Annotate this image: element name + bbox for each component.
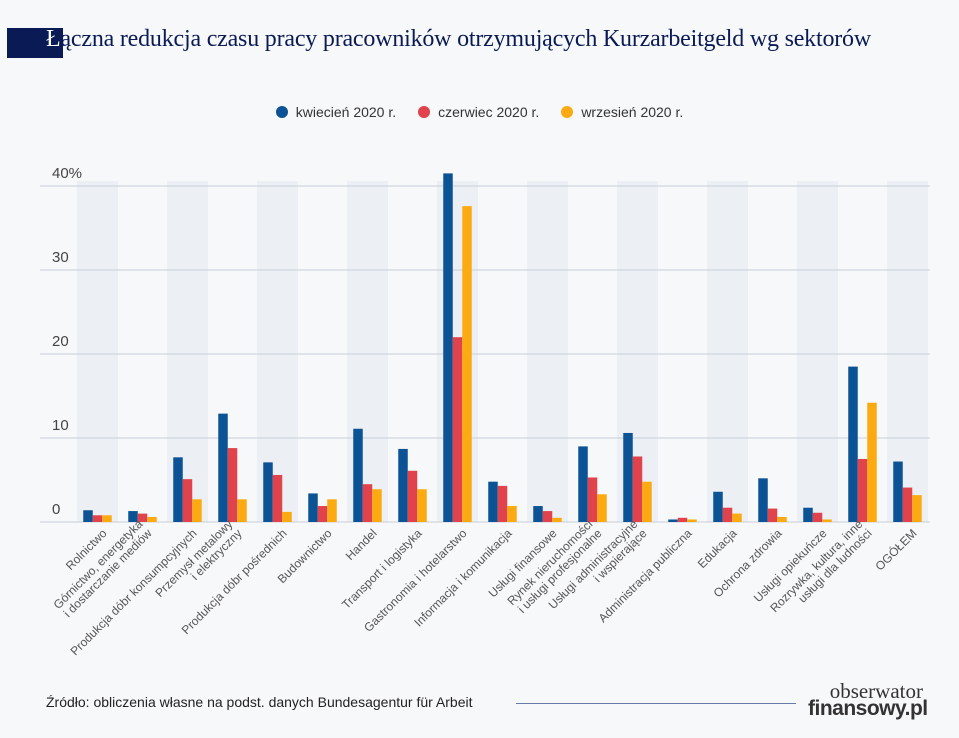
- bar: [272, 474, 283, 522]
- category-band: [347, 181, 388, 522]
- bar: [677, 517, 688, 522]
- legend-label: kwiecień 2020 r.: [295, 104, 397, 120]
- logo: obserwator finansowy.pl: [808, 679, 928, 720]
- bar: [92, 515, 103, 522]
- bar: [362, 484, 373, 522]
- y-tick-label: 10: [52, 417, 69, 434]
- bar: [848, 366, 858, 522]
- bar: [488, 481, 498, 522]
- category-band: [77, 181, 118, 522]
- x-tick-label-line: Handel: [343, 526, 380, 563]
- bar: [83, 510, 93, 522]
- bar: [137, 513, 148, 522]
- legend-label: czerwiec 2020 r.: [438, 104, 540, 120]
- title-initial: Ł: [46, 26, 61, 52]
- bar: [822, 519, 832, 522]
- source-note: Źródło: obliczenia własne na podst. dany…: [46, 694, 473, 710]
- category-band: [167, 181, 208, 522]
- category-band: [797, 181, 838, 522]
- bar: [227, 448, 238, 522]
- bar: [372, 489, 382, 522]
- legend-marker: [418, 106, 431, 118]
- x-tick-label-line: Transport i logistyka: [339, 526, 425, 612]
- bar: [282, 511, 292, 522]
- bar: [767, 508, 778, 522]
- bar: [182, 479, 193, 522]
- bar: [417, 489, 427, 522]
- bar: [578, 446, 588, 522]
- bar: [147, 516, 157, 522]
- bar: [732, 513, 742, 522]
- legend-item: wrzesień 2020 r.: [561, 104, 683, 120]
- legend-marker: [561, 106, 574, 118]
- y-tick-label: 0: [52, 501, 60, 518]
- y-tick-label: 40%: [52, 165, 82, 182]
- bar: [867, 402, 877, 522]
- bar: [237, 499, 247, 522]
- legend-label: wrzesień 2020 r.: [581, 104, 684, 120]
- title-accent-block: [7, 28, 63, 58]
- title-text: ączna redukcja czasu pracy pracowników o…: [60, 26, 871, 52]
- legend-item: czerwiec 2020 r.: [418, 104, 539, 120]
- footer-divider: [516, 703, 796, 704]
- bar: [263, 462, 273, 522]
- category-band: [887, 181, 928, 522]
- bar: [507, 506, 517, 522]
- bar: [128, 511, 138, 522]
- bar: [353, 428, 363, 522]
- bar: [623, 432, 633, 522]
- chart-title: Łączna redukcja czasu pracy pracowników …: [46, 26, 871, 53]
- legend: kwiecień 2020 r. czerwiec 2020 r. wrzesień…: [0, 104, 959, 120]
- bar: [668, 519, 678, 522]
- bar: [857, 459, 868, 522]
- bar: [777, 516, 787, 522]
- bar: [533, 506, 543, 522]
- bar: [893, 461, 903, 522]
- y-tick-label: 20: [52, 333, 69, 350]
- bar: [812, 512, 823, 522]
- y-tick-label: 30: [52, 249, 69, 266]
- bar: [722, 507, 733, 522]
- bar: [102, 515, 112, 522]
- bar: [218, 413, 228, 522]
- bar: [587, 477, 598, 522]
- bar: [327, 499, 337, 522]
- bar: [758, 478, 768, 522]
- x-tick-label-line: OGÓŁEM: [872, 526, 920, 574]
- legend-marker: [275, 106, 288, 118]
- bar: [713, 491, 723, 522]
- bar: [902, 487, 913, 522]
- bar: [497, 485, 508, 522]
- bar: [173, 457, 183, 522]
- category-band: [257, 181, 298, 522]
- bar: [308, 493, 318, 522]
- bar: [552, 517, 562, 522]
- bar: [597, 494, 607, 522]
- bar: [912, 495, 922, 522]
- bar: [452, 337, 463, 522]
- category-band: [707, 181, 748, 522]
- category-band: [527, 181, 568, 522]
- x-tick-label-line: i dostarczanie mediów: [61, 526, 155, 620]
- bar: [407, 470, 418, 522]
- bar: [803, 507, 813, 522]
- bar: [192, 499, 202, 522]
- legend-item: kwiecień 2020 r.: [275, 104, 397, 120]
- bar: [443, 173, 453, 522]
- x-tick-label: Transport i logistyka: [339, 526, 425, 612]
- bar: [398, 448, 408, 522]
- x-tick-label: OGÓŁEM: [872, 526, 920, 574]
- bar: [642, 481, 652, 522]
- x-tick-label: Handel: [343, 526, 380, 563]
- bar: [462, 206, 472, 522]
- x-tick-label: Edukacja: [695, 526, 740, 571]
- bar: [542, 511, 553, 522]
- bar: [317, 506, 328, 522]
- x-tick-label-line: Edukacja: [695, 526, 740, 571]
- bar: [632, 456, 643, 522]
- bar: [687, 519, 697, 522]
